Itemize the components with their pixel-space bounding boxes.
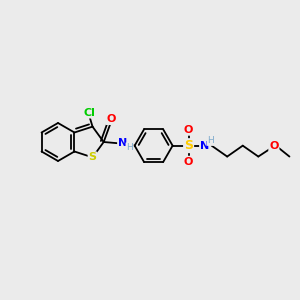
Text: S: S xyxy=(88,152,97,162)
Text: N: N xyxy=(118,138,127,148)
Text: O: O xyxy=(184,157,193,167)
Text: H: H xyxy=(126,143,133,152)
Text: O: O xyxy=(184,125,193,135)
Text: N: N xyxy=(200,141,209,151)
Text: Cl: Cl xyxy=(84,108,95,118)
Text: S: S xyxy=(184,139,193,152)
Text: H: H xyxy=(207,136,214,145)
Text: O: O xyxy=(106,114,116,124)
Text: O: O xyxy=(269,141,279,151)
